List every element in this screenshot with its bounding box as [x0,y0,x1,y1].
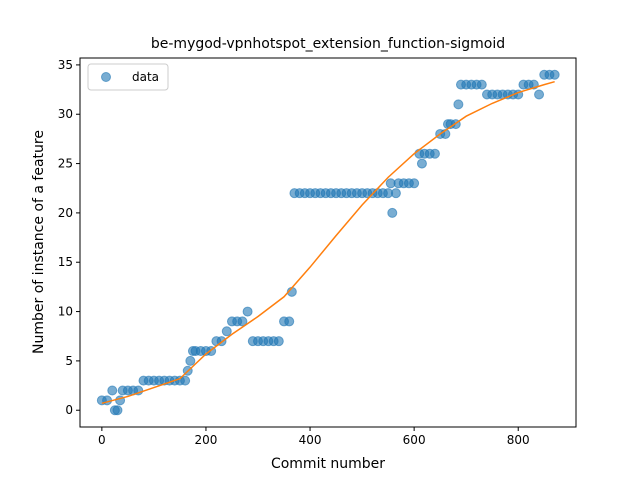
data-point [387,207,398,218]
data-point [112,405,123,416]
data-point [534,89,545,100]
y-axis-label: Number of instance of a feature [31,130,47,354]
data-point [453,99,464,110]
y-tick-label: 35 [58,58,73,72]
y-tick-label: 0 [65,403,73,417]
data-point [429,148,440,159]
data-point [476,79,487,90]
y-tick-label: 20 [58,206,73,220]
chart-title: be-mygod-vpnhotspot_extension_function-s… [151,36,505,52]
data-point [390,188,401,199]
x-tick-label: 800 [507,433,530,447]
x-tick-label: 200 [194,433,217,447]
y-tick-label: 5 [65,354,73,368]
y-tick-label: 30 [58,107,73,121]
y-tick-label: 15 [58,255,73,269]
data-point [242,306,253,317]
x-tick-label: 600 [403,433,426,447]
legend-marker [101,72,111,82]
data-point [237,316,248,327]
plot-frame [79,57,577,428]
data-point [273,336,284,347]
x-tick-label: 400 [299,433,322,447]
legend-label: data [132,70,159,84]
data-point [549,69,560,80]
fit-line [101,80,555,405]
data-point [185,355,196,366]
data-point [416,158,427,169]
data-point [221,326,232,337]
y-tick-label: 10 [58,305,73,319]
legend-box [87,63,169,91]
data-point [107,385,118,396]
y-tick-label: 25 [58,157,73,171]
x-axis-label: Commit number [271,456,385,472]
data-point [409,178,420,189]
x-tick-label: 0 [98,433,106,447]
data-point [284,316,295,327]
data-point [180,375,191,386]
